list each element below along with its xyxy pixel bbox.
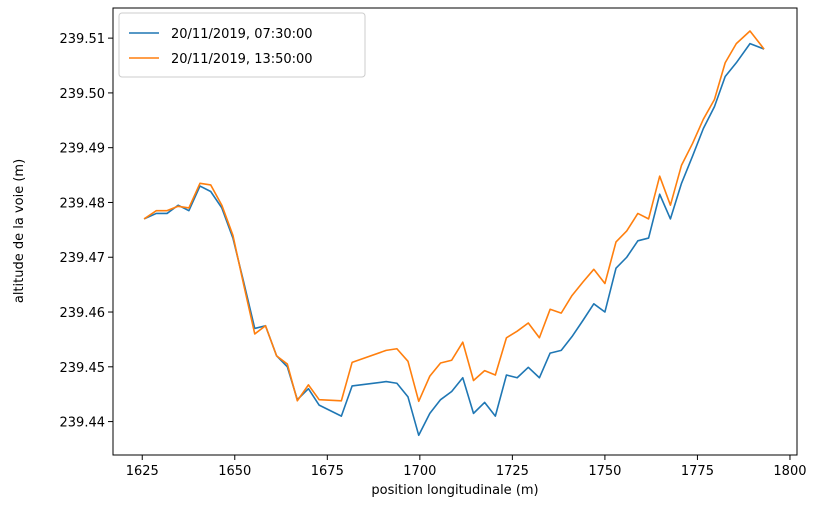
y-tick-label: 239.45 bbox=[60, 361, 106, 376]
x-tick-label: 1675 bbox=[311, 464, 344, 479]
legend-label: 20/11/2019, 13:50:00 bbox=[171, 52, 313, 67]
x-tick-label: 1700 bbox=[403, 464, 436, 479]
plot-frame bbox=[112, 7, 798, 456]
y-tick-label: 239.47 bbox=[60, 251, 106, 266]
y-tick-label: 239.50 bbox=[60, 87, 106, 102]
x-tick-label: 1650 bbox=[218, 464, 251, 479]
x-tick-label: 1800 bbox=[773, 464, 806, 479]
x-axis-label: position longitudinale (m) bbox=[371, 483, 538, 498]
y-tick-label: 239.44 bbox=[60, 416, 106, 431]
line bbox=[143, 30, 765, 403]
y-tick-label: 239.49 bbox=[60, 142, 106, 157]
x-tick-label: 1750 bbox=[588, 464, 621, 479]
y-tick-label: 239.51 bbox=[60, 32, 106, 47]
x-tick-label: 1725 bbox=[496, 464, 529, 479]
y-tick-label: 239.48 bbox=[60, 196, 106, 211]
y-axis-label: altitude de la voie (m) bbox=[12, 159, 27, 303]
x-tick-label: 1625 bbox=[126, 464, 159, 479]
y-tick-label: 239.46 bbox=[60, 306, 106, 321]
x-tick-label: 1775 bbox=[681, 464, 714, 479]
line bbox=[143, 42, 765, 437]
legend-label: 20/11/2019, 07:30:00 bbox=[171, 27, 313, 42]
legend-box bbox=[118, 12, 366, 78]
